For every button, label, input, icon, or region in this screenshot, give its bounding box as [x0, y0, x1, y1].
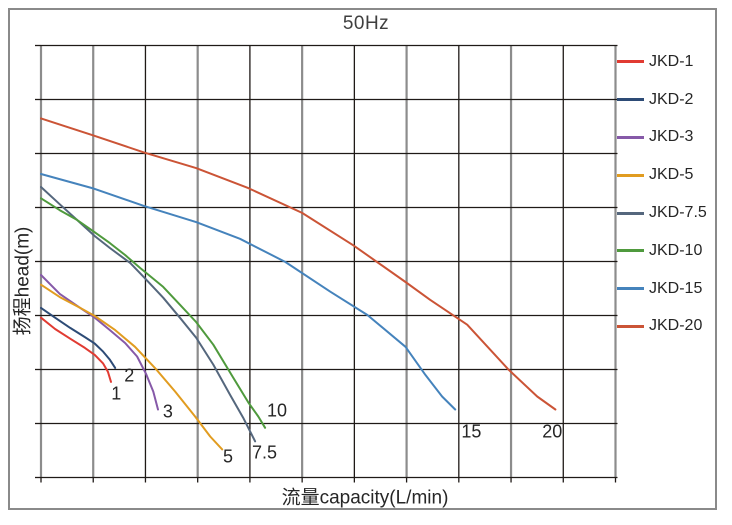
legend-swatch: [617, 135, 644, 139]
legend-item: JKD-5: [617, 156, 707, 194]
series-curve: [40, 197, 267, 429]
curve-end-label: 7.5: [252, 442, 277, 462]
legend-item: JKD-3: [617, 119, 707, 157]
legend-swatch: [617, 173, 644, 177]
curve-end-label: 5: [223, 446, 233, 466]
curve-end-label: 20: [542, 421, 562, 441]
legend-label: JKD-5: [649, 166, 694, 184]
legend-swatch: [617, 287, 644, 291]
series-curve: [40, 186, 257, 443]
y-axis-label: 扬程head(m): [12, 226, 34, 336]
legend-item: JKD-1: [617, 43, 707, 81]
legend-label: JKD-10: [649, 241, 703, 259]
curve-end-label: 1: [111, 384, 121, 404]
x-axis-label: 流量capacity(L/min): [281, 487, 449, 509]
legend: JKD-1 JKD-2 JKD-3 JKD-5 JKD-7.5 JKD-10 JKD-15 J…: [617, 43, 707, 345]
series-curve: [40, 283, 224, 451]
legend-label: JKD-3: [649, 128, 694, 146]
series-curve: [40, 316, 112, 383]
legend-label: JKD-20: [649, 317, 703, 335]
series-curve: [40, 306, 117, 369]
legend-swatch: [617, 249, 644, 253]
legend-label: JKD-1: [649, 52, 694, 70]
legend-item: JKD-7.5: [617, 194, 707, 232]
series-curve: [40, 274, 159, 411]
legend-item: JKD-15: [617, 270, 707, 308]
legend-label: JKD-7.5: [649, 204, 707, 222]
legend-label: JKD-2: [649, 90, 694, 108]
curve-end-label: 15: [461, 421, 481, 441]
legend-label: JKD-15: [649, 279, 703, 297]
chart-title: 50Hz: [342, 13, 390, 34]
legend-item: JKD-20: [617, 308, 707, 346]
series-curve: [40, 117, 557, 411]
curve-end-label: 3: [163, 401, 173, 421]
legend-swatch: [617, 60, 644, 64]
legend-swatch: [617, 211, 644, 215]
legend-item: JKD-2: [617, 81, 707, 119]
curve-end-label: 2: [124, 365, 134, 385]
legend-swatch: [617, 324, 644, 328]
legend-swatch: [617, 98, 644, 102]
legend-item: JKD-10: [617, 232, 707, 270]
curve-end-label: 10: [267, 400, 287, 420]
series-curve: [40, 173, 457, 411]
